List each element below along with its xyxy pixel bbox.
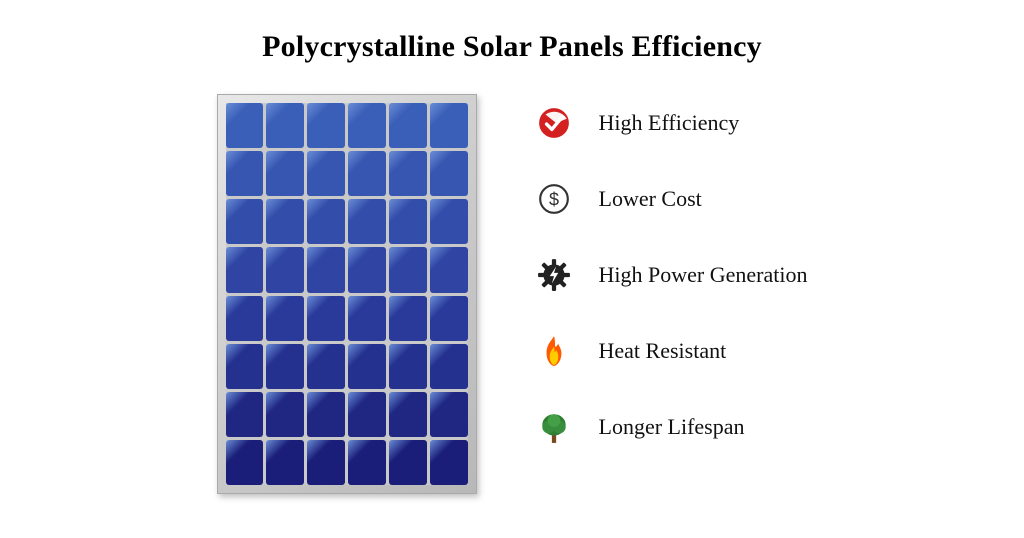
solar-cell (348, 344, 386, 389)
solar-cell (430, 392, 468, 437)
solar-cell (307, 247, 345, 292)
solar-cell (389, 344, 427, 389)
infographic-container: Polycrystalline Solar Panels Efficiency … (0, 0, 1024, 538)
solar-cell (389, 440, 427, 485)
solar-cell (389, 199, 427, 244)
feature-lower-cost: $ Lower Cost (537, 182, 808, 216)
feature-label: Heat Resistant (599, 338, 727, 364)
solar-cell (266, 344, 304, 389)
solar-cell (389, 296, 427, 341)
solar-panel-frame (217, 94, 477, 494)
feature-label: High Power Generation (599, 262, 808, 288)
feature-label: Lower Cost (599, 186, 702, 212)
solar-panel-cells-grid (226, 103, 468, 485)
dollar-circle-icon: $ (537, 182, 571, 216)
solar-cell (430, 296, 468, 341)
solar-cell (307, 344, 345, 389)
solar-cell (226, 103, 264, 148)
solar-cell (348, 392, 386, 437)
feature-high-power: High Power Generation (537, 258, 808, 292)
gear-bolt-icon (537, 258, 571, 292)
features-list: High Efficiency $ Lower Cost (537, 94, 808, 444)
svg-text:$: $ (548, 189, 558, 209)
solar-cell (430, 103, 468, 148)
feature-longer-lifespan: Longer Lifespan (537, 410, 808, 444)
solar-cell (430, 151, 468, 196)
solar-cell (389, 151, 427, 196)
feature-label: High Efficiency (599, 110, 740, 136)
solar-cell (348, 151, 386, 196)
solar-cell (266, 296, 304, 341)
feature-heat-resistant: Heat Resistant (537, 334, 808, 368)
check-circle-icon (537, 106, 571, 140)
solar-cell (226, 344, 264, 389)
solar-cell (389, 247, 427, 292)
content-row: High Efficiency $ Lower Cost (217, 94, 808, 494)
solar-cell (348, 199, 386, 244)
solar-cell (266, 392, 304, 437)
feature-high-efficiency: High Efficiency (537, 106, 808, 140)
solar-cell (348, 440, 386, 485)
solar-cell (226, 392, 264, 437)
solar-cell (266, 103, 304, 148)
solar-cell (307, 296, 345, 341)
solar-cell (226, 296, 264, 341)
solar-cell (389, 392, 427, 437)
solar-cell (430, 199, 468, 244)
solar-cell (307, 199, 345, 244)
solar-cell (307, 103, 345, 148)
solar-cell (226, 199, 264, 244)
solar-cell (226, 151, 264, 196)
solar-cell (348, 247, 386, 292)
solar-cell (348, 296, 386, 341)
solar-cell (226, 440, 264, 485)
solar-cell (307, 440, 345, 485)
solar-cell (266, 440, 304, 485)
solar-cell (226, 247, 264, 292)
fire-icon (537, 334, 571, 368)
page-title: Polycrystalline Solar Panels Efficiency (262, 30, 762, 64)
solar-cell (430, 344, 468, 389)
solar-cell (266, 247, 304, 292)
solar-cell (348, 103, 386, 148)
solar-cell (307, 392, 345, 437)
solar-cell (389, 103, 427, 148)
solar-cell (430, 247, 468, 292)
tree-icon (537, 410, 571, 444)
solar-cell (307, 151, 345, 196)
solar-cell (266, 151, 304, 196)
feature-label: Longer Lifespan (599, 414, 745, 440)
solar-cell (266, 199, 304, 244)
solar-panel-graphic (217, 94, 477, 494)
solar-cell (430, 440, 468, 485)
